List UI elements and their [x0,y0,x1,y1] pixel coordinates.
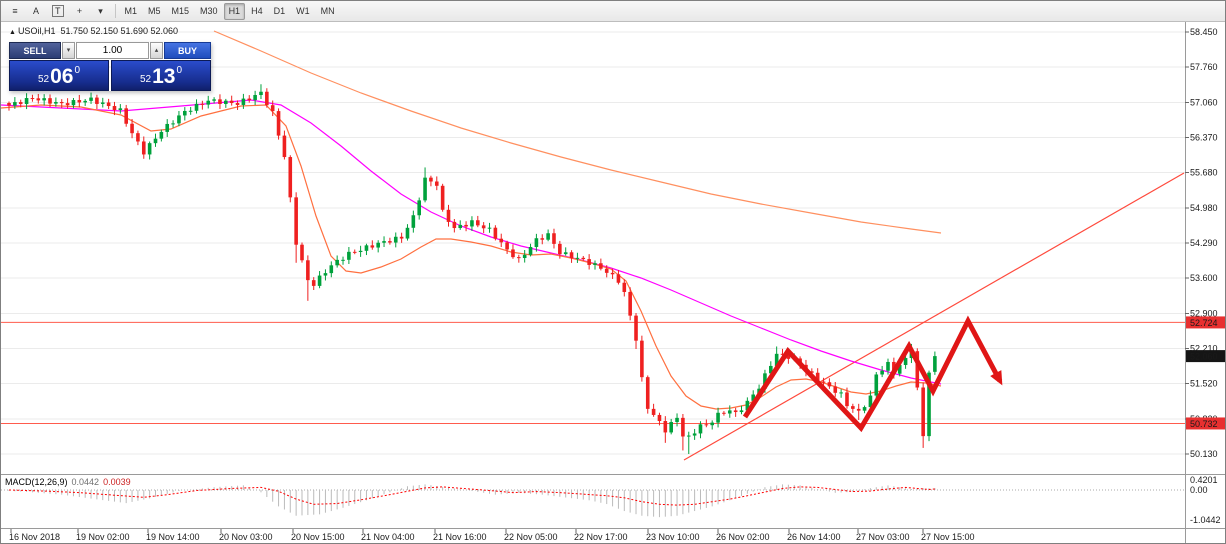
timeframe-button-h1[interactable]: H1 [223,2,246,20]
cursor-tool-icon: A [32,6,39,16]
time-axis-label: 26 Nov 02:00 [716,532,770,542]
timeframe-button-m1[interactable]: M1 [120,3,143,20]
price-axis-label: 54.290 [1190,238,1218,248]
toolbar-tool-group: ≡ A T + ▾ [5,3,111,20]
price-axis-label: 50.130 [1190,449,1218,459]
macd-axis-label: 0.4201 [1190,475,1218,485]
price-axis-label: 56.370 [1190,133,1218,143]
price-axis-label: 57.060 [1190,98,1218,108]
volume-decrease-button[interactable]: ▾ [62,42,75,59]
toolbar-button-crosshair-tool-icon[interactable]: + [70,3,90,20]
time-axis-label: 19 Nov 14:00 [146,532,200,542]
price-axis-label: 53.600 [1190,273,1218,283]
volume-increase-button[interactable]: ▴ [150,42,163,59]
crosshair-tool-icon: + [76,6,83,16]
timeframe-button-d1[interactable]: D1 [269,3,291,20]
arrowhead-icon [990,370,1003,386]
timeframe-button-mn[interactable]: MN [316,3,340,20]
toolbar-button-text-tool-icon[interactable]: T [47,3,69,20]
axes: 58.450 57.760 57.060 56.370 55.680 54.980 54.2… [1,22,1225,543]
time-axis-label: 19 Nov 02:00 [76,532,130,542]
macd-signal-line [8,486,935,506]
time-axis-label: 20 Nov 15:00 [291,532,345,542]
price-tag [1186,316,1225,329]
buy-price-prefix: 52 [139,74,152,85]
sell-price-pipette: 0 [74,65,81,76]
macd-indicator-label: MACD(12,26,9) 0.0442 0.0039 [5,477,131,487]
sell-button[interactable]: SELL [9,42,61,59]
chevron-down-icon: ▾ [66,47,71,54]
volume-input[interactable] [76,42,149,59]
price-axis-label: 51.520 [1190,378,1218,388]
buy-price-display[interactable]: 52 13 0 [111,60,211,91]
macd-name: MACD(12,26,9) [5,477,68,487]
timeframe-button-group: M1 M5 M15 M30 H1 H4 D1 W1 MN [120,2,340,20]
toolbar-separator [114,4,116,18]
time-axis-label: 20 Nov 03:00 [219,532,273,542]
text-tool-icon: T [52,5,64,17]
time-axis-label: 27 Nov 15:00 [921,532,975,542]
toolbar-button-menu-icon[interactable]: ≡ [5,3,25,20]
time-axis-label: 22 Nov 17:00 [574,532,628,542]
chart-ohlc-title: ▲ USOil,H1 51.750 52.150 51.690 52.060 [9,26,178,36]
ohlc-values: 51.750 52.150 51.690 52.060 [60,26,179,36]
expand-triangle-icon: ▲ [9,29,16,36]
symbol-label: USOil,H1 [17,26,56,36]
price-axis-label: 58.450 [1190,27,1218,37]
macd-signal-value: 0.0039 [103,477,131,487]
timeframe-button-m5[interactable]: M5 [143,3,166,20]
time-axis-label: 27 Nov 03:00 [856,532,910,542]
trade-controls-row: SELL ▾ ▴ BUY [9,42,211,59]
time-axis-label: 21 Nov 04:00 [361,532,415,542]
buy-price-pipette: 0 [176,65,183,76]
trendline[interactable] [683,172,1185,461]
timeframe-button-m15[interactable]: M15 [167,3,195,20]
toolbar-button-cursor-tool-icon[interactable]: A [26,3,46,20]
price-tag [1186,417,1225,430]
timeframe-button-w1[interactable]: W1 [291,3,315,20]
price-axis-label: 55.680 [1190,167,1218,177]
buy-button[interactable]: BUY [164,42,211,59]
price-axis-label: 57.760 [1190,62,1218,72]
price-axis-label: 54.980 [1190,203,1218,213]
time-axis-label: 21 Nov 16:00 [433,532,487,542]
toolbar-button-tool-dropdown-arrow-icon[interactable]: ▾ [91,3,111,20]
time-axis-label: 23 Nov 10:00 [646,532,700,542]
price-pane [1,30,1185,461]
macd-axis-label: -1.0442 [1190,515,1221,525]
time-axis-label: 16 Nov 2018 [9,532,60,542]
price-tag [1186,350,1225,363]
price-tag-label: 50.732 [1190,419,1218,429]
sell-price-big-digits: 06 [50,65,74,88]
price-axis-label: 52.210 [1190,344,1218,354]
buy-price-big-digits: 13 [152,65,176,88]
price-tag-label: 52.724 [1190,318,1218,328]
price-tag-label: 52.060 [1190,352,1218,362]
tool-dropdown-arrow-icon: ▾ [98,5,103,16]
ma-slow-line [213,30,942,234]
macd-axis-label: 0.00 [1190,485,1208,495]
price-display-row: 52 06 0 52 13 0 [9,60,211,91]
timeframe-button-m30[interactable]: M30 [195,3,223,20]
macd-pane [1,484,1185,518]
macd-main-value: 0.0442 [71,477,100,487]
top-toolbar: ≡ A T + ▾ M1 M5 M15 M30 H1 H4 D1 W1 MN [1,1,1225,22]
time-axis-label: 26 Nov 14:00 [787,532,841,542]
sell-price-prefix: 52 [37,74,50,85]
price-axis-label: 52.900 [1190,309,1218,319]
zigzag-annotation[interactable] [742,315,1003,433]
time-axis-label: 22 Nov 05:00 [504,532,558,542]
timeframe-button-h4[interactable]: H4 [246,3,268,20]
menu-icon: ≡ [12,6,18,16]
chevron-up-icon: ▴ [154,47,159,54]
sell-price-display[interactable]: 52 06 0 [9,60,109,91]
